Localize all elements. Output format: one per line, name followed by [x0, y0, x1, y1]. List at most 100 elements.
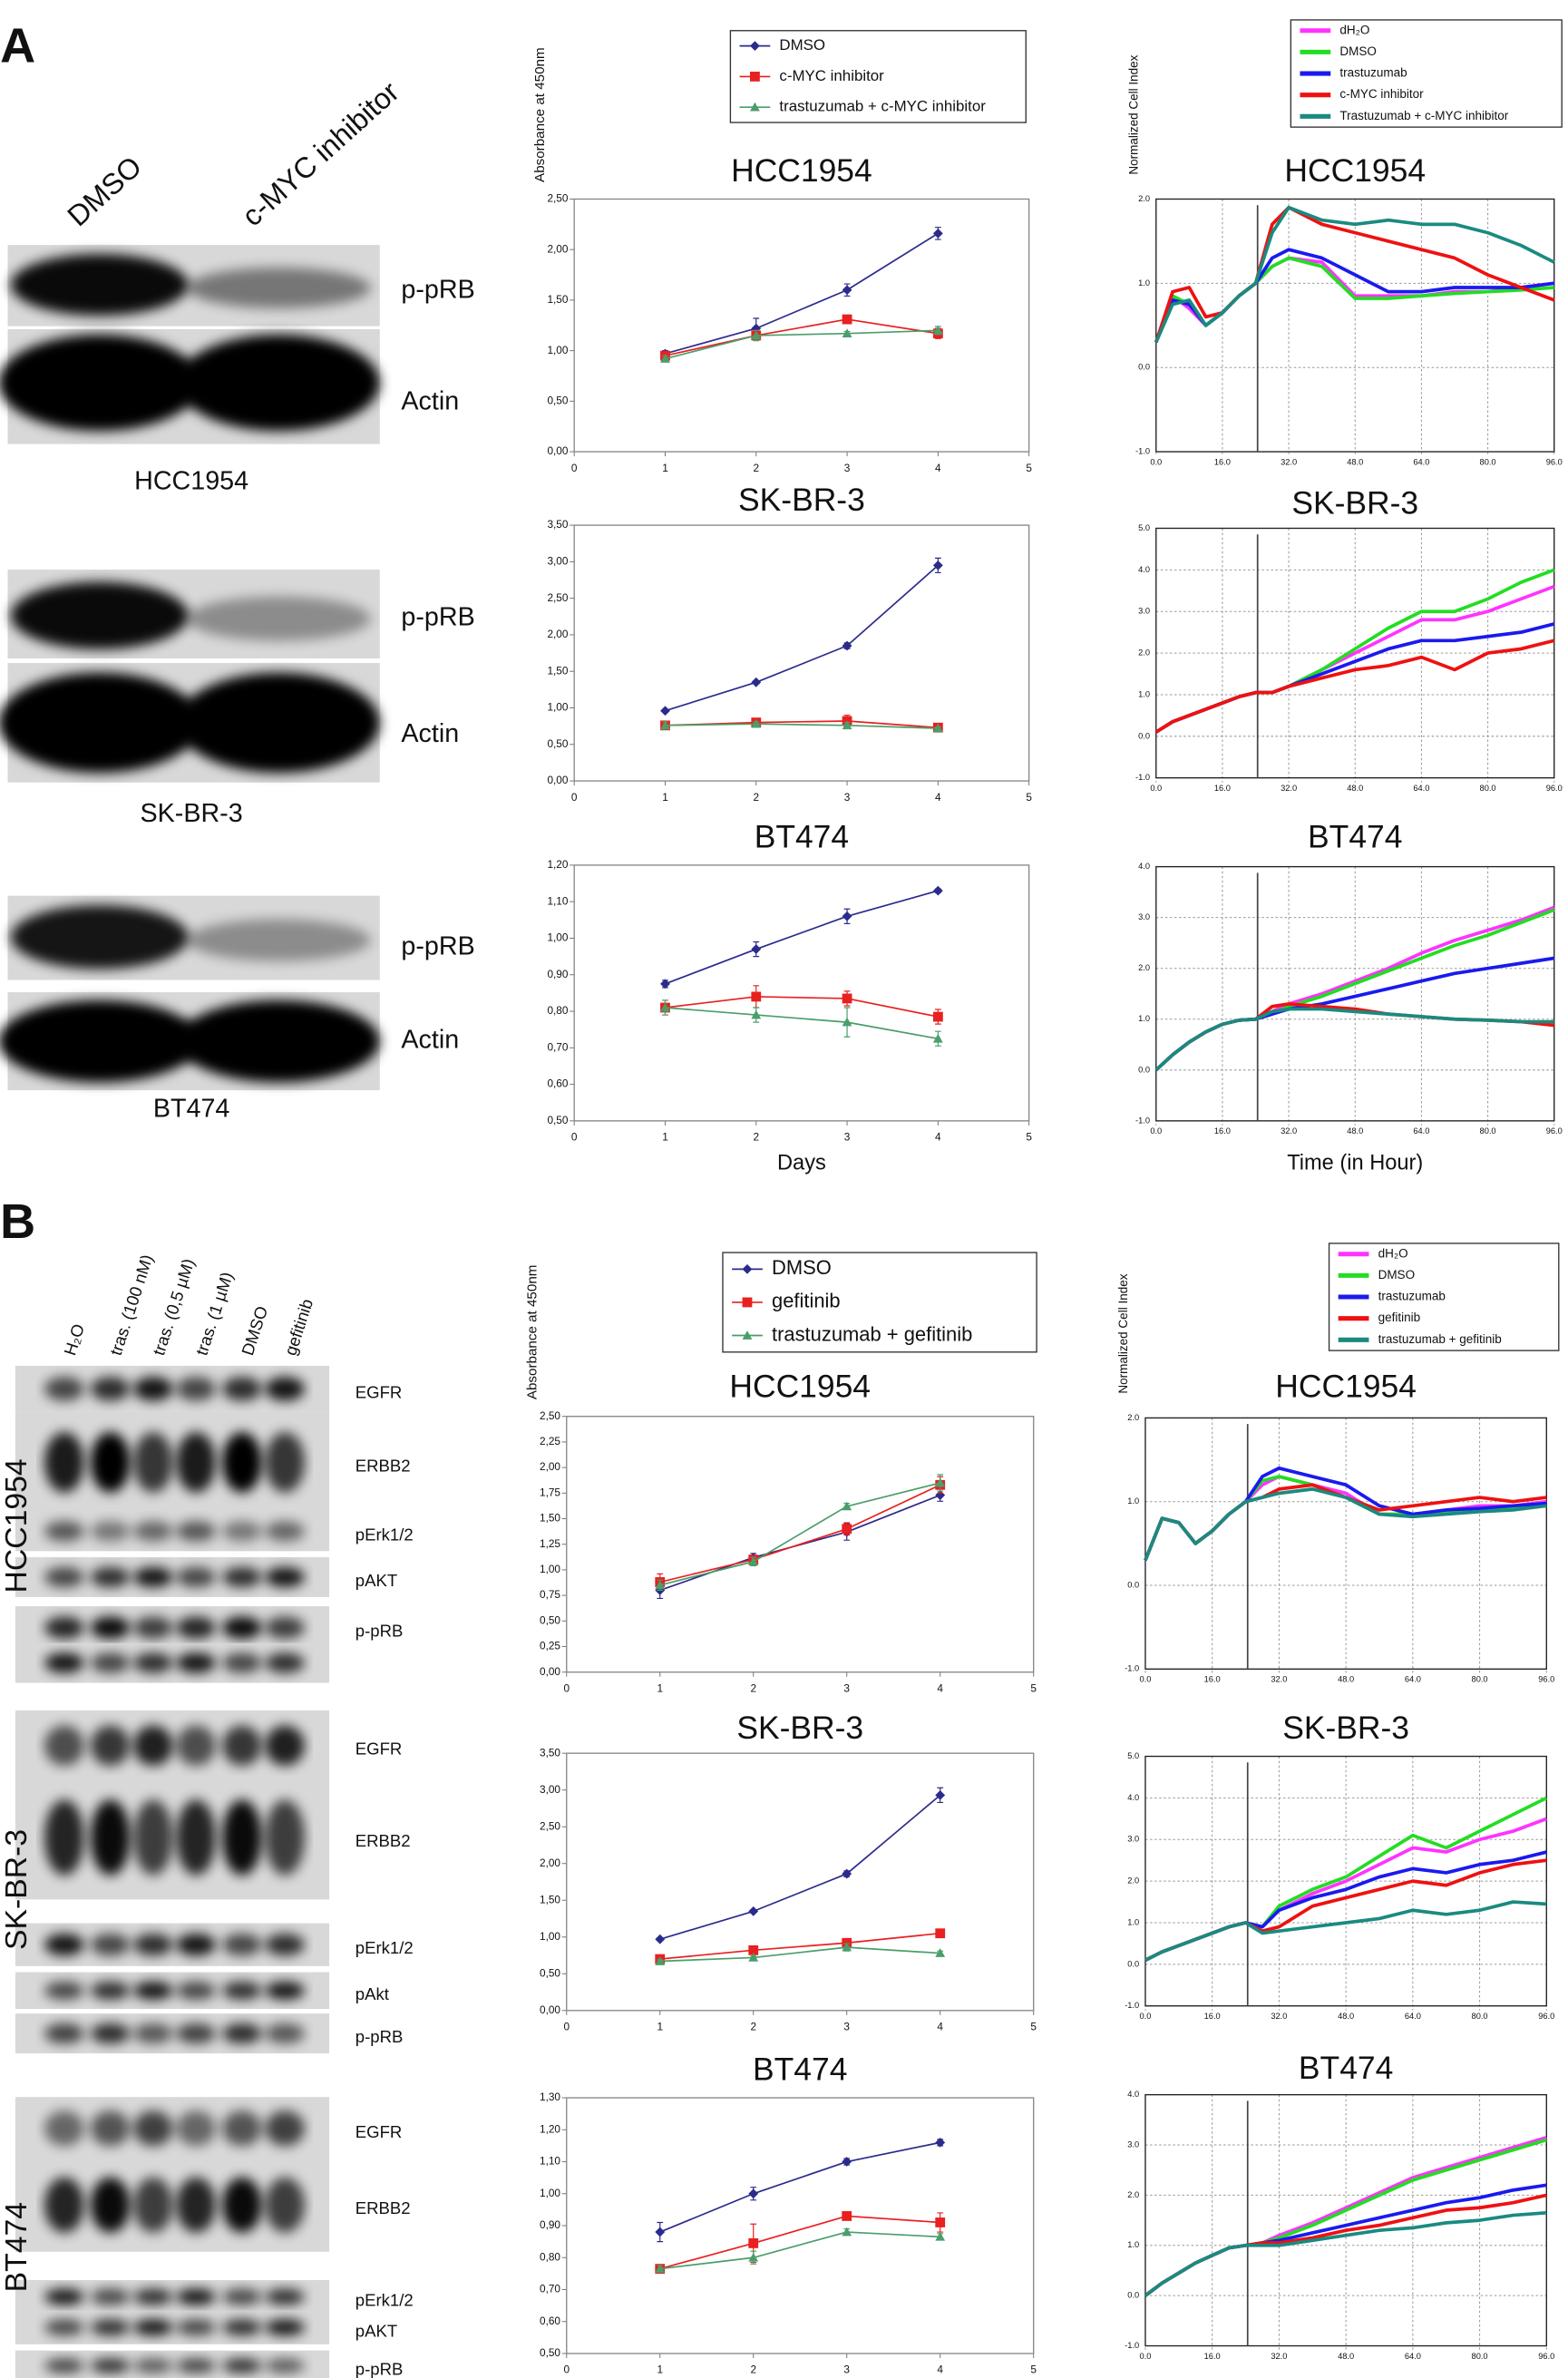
blot-band: [221, 2358, 262, 2373]
x-tick-label: 80.0: [1472, 2012, 1488, 2021]
blot-band: [10, 581, 189, 649]
plot-frame: [566, 1416, 1035, 1673]
y-tick-label: 0,50: [547, 394, 568, 406]
y-tick-label: 2,50: [547, 591, 568, 604]
legend-label: trastuzumab + c-MYC inhibitor: [779, 98, 986, 115]
data-line: [665, 564, 939, 712]
blot-band: [221, 1431, 262, 1493]
data-point: [932, 1033, 943, 1043]
blot-band: [44, 2110, 84, 2147]
blot-band: [265, 1652, 306, 1673]
y-tick-label: 4.0: [1127, 2090, 1139, 2099]
data-line: [659, 1482, 940, 1586]
blot-band: [221, 1521, 262, 1542]
x-tick-label: 16.0: [1204, 1675, 1221, 1684]
x-axis-label: Time (in Hour): [1278, 2376, 1414, 2378]
blot-row-label: pAKT: [355, 2321, 397, 2340]
blot-band: [90, 2358, 131, 2373]
x-tick-label: 32.0: [1281, 784, 1297, 793]
blot-row-label: ERBB2: [355, 1831, 411, 1850]
chart-title: SK-BR-3: [738, 482, 865, 518]
blot-row-label: EGFR: [355, 2122, 403, 2141]
data-line: [659, 2215, 940, 2270]
x-tick-label: 48.0: [1347, 1126, 1363, 1135]
y-tick-label: 0,00: [540, 1665, 560, 1678]
blot-band: [265, 2110, 306, 2147]
x-axis-label: Days: [777, 1151, 826, 1174]
x-tick-label: 48.0: [1338, 1675, 1354, 1684]
blot-band: [10, 254, 189, 317]
x-tick-label: 80.0: [1480, 457, 1496, 466]
y-tick-label: 0,80: [547, 1004, 568, 1017]
legend-label: dH₂O: [1339, 23, 1369, 36]
data-point: [660, 720, 670, 730]
y-tick-label: 0.0: [1127, 1580, 1139, 1589]
blot-band: [0, 334, 201, 432]
blot-row-label: pErk1/2: [355, 1525, 414, 1544]
blot-band: [176, 1376, 217, 1401]
x-tick-label: 0: [563, 1681, 570, 1694]
y-tick-label: 1.0: [1127, 1917, 1139, 1926]
x-tick-label: 64.0: [1405, 1675, 1421, 1684]
x-tick-label: 1: [657, 1681, 663, 1694]
blot-band: [132, 2022, 173, 2044]
data-line: [1144, 2210, 1547, 2297]
y-tick-label: 0.0: [1127, 2291, 1139, 2300]
data-point: [935, 2137, 946, 2148]
cell-line-label: BT474: [0, 2202, 34, 2292]
y-tick-label: 0,00: [540, 2003, 560, 2016]
blot-band: [90, 1981, 131, 2000]
blot-band: [44, 1981, 84, 2000]
x-tick-label: 64.0: [1413, 784, 1429, 793]
data-point: [932, 560, 943, 570]
data-point: [655, 1934, 666, 1944]
blot-band: [132, 1725, 173, 1766]
blot-band: [265, 2177, 306, 2233]
data-point: [742, 1330, 753, 1340]
legend-label: trastuzumab + gefitinib: [772, 1322, 972, 1345]
blot-row-label: pErk1/2: [355, 2290, 414, 2309]
y-tick-label: 0,70: [547, 1040, 568, 1053]
data-point: [751, 1009, 762, 1019]
plot-frame: [566, 1752, 1035, 2012]
data-line: [665, 890, 939, 985]
x-tick-label: 5: [1026, 462, 1032, 474]
data-point: [751, 677, 762, 687]
blot-band: [90, 2022, 131, 2044]
legend-label: gefitinib: [772, 1290, 841, 1312]
y-tick-label: 0,60: [540, 2315, 560, 2327]
blot-band: [176, 1933, 217, 1956]
x-tick-label: 5: [1030, 2363, 1037, 2376]
chart-title: BT474: [753, 2052, 847, 2088]
x-tick-label: 80.0: [1480, 784, 1496, 793]
blot-band: [221, 2022, 262, 2044]
blot-band: [265, 1431, 306, 1493]
blot-band: [176, 2177, 217, 2233]
cell-line-label: SK-BR-3: [141, 799, 243, 828]
y-tick-label: 0,50: [547, 1114, 568, 1126]
blot-band: [44, 1799, 84, 1876]
chart-title: HCC1954: [1284, 152, 1426, 189]
chart: SK-BR-3-1.00.01.02.03.04.05.00.0 16.0 32.0…: [1125, 1710, 1554, 2021]
blot-band: [90, 1933, 131, 1956]
y-tick-label: 3,50: [540, 1746, 560, 1759]
y-tick-label: 1,50: [540, 1893, 560, 1905]
blot-band: [132, 2110, 173, 2147]
data-line: [659, 2141, 940, 2233]
x-tick-label: 32.0: [1281, 1126, 1297, 1135]
data-point: [660, 1002, 670, 1012]
plot-frame: [573, 524, 1030, 782]
x-tick-label: 0.0: [1150, 1126, 1162, 1135]
data-point: [655, 1580, 666, 1590]
data-point: [935, 1948, 946, 1957]
blot-band: [90, 1725, 131, 1766]
y-tick-label: 0,70: [540, 2283, 560, 2295]
x-tick-label: 2: [750, 2363, 756, 2376]
blot-band: [221, 1616, 262, 1639]
x-tick-label: 1: [662, 1131, 668, 1144]
y-tick-label: 0,80: [540, 2250, 560, 2263]
blot-row-label: pAKT: [355, 1571, 397, 1590]
x-tick-label: 3: [843, 2363, 850, 2376]
blot-row-label: Actin: [401, 719, 459, 748]
data-point: [842, 993, 852, 1004]
